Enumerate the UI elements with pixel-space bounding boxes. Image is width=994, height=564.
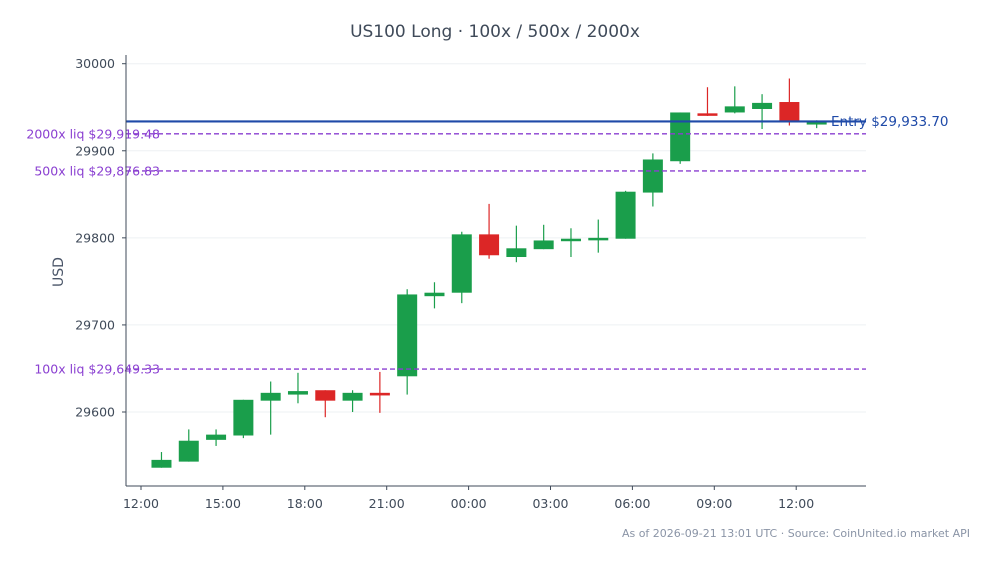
y-tick-label: 29600: [75, 404, 115, 419]
x-tick-label: 12:00: [123, 496, 159, 511]
x-tick-label: 00:00: [451, 496, 487, 511]
candle-body-up: [806, 122, 827, 125]
candle-body-up: [151, 459, 172, 468]
x-tick-label: 21:00: [369, 496, 405, 511]
chart-title: US100 Long · 100x / 500x / 2000x: [350, 22, 640, 42]
candle-body-up: [615, 191, 636, 239]
candle-body-down: [315, 390, 336, 401]
candle-body-up: [287, 391, 308, 395]
reference-lines: 2000x liq $29,919.48 500x liq $29,876.83 1…: [26, 114, 948, 377]
candles: [151, 78, 827, 468]
candle-body-up: [533, 240, 554, 250]
candle-body-up: [670, 112, 691, 162]
axes: 29600 29700 29800 29900 30000 12:00 15:00 18:00…: [75, 55, 866, 511]
candle-body-up: [642, 159, 663, 193]
x-tick-label: 03:00: [532, 496, 568, 511]
candle-body-down: [779, 102, 800, 122]
x-tick-label: 09:00: [696, 496, 732, 511]
candle-body-down: [697, 113, 718, 116]
candle-body-up: [178, 440, 199, 462]
x-tick-label: 12:00: [778, 496, 814, 511]
y-axis-label: USD: [51, 257, 67, 287]
y-tick-label: 29900: [75, 143, 115, 158]
candle-body-up: [342, 392, 363, 401]
candle-body-down: [479, 234, 500, 256]
x-tick-label: 06:00: [614, 496, 650, 511]
candle-body-up: [752, 102, 773, 109]
y-tick-label: 29800: [75, 230, 115, 245]
candle-body-up: [560, 238, 581, 242]
y-tick-label: 29700: [75, 317, 115, 332]
liquidation-label: 500x liq $29,876.83: [34, 163, 160, 178]
candle-body-up: [424, 292, 445, 297]
candle-body-up: [724, 106, 745, 113]
source-footer: As of 2026-09-21 13:01 UTC · Source: Coi…: [622, 527, 970, 540]
candle-body-up: [397, 294, 418, 377]
entry-label: Entry $29,933.70: [831, 114, 949, 130]
candle-body-up: [233, 399, 254, 436]
x-tick-label: 18:00: [287, 496, 323, 511]
liquidation-label: 2000x liq $29,919.48: [26, 126, 160, 141]
x-tick-label: 15:00: [205, 496, 241, 511]
candle-body-up: [206, 434, 227, 440]
candle-body-up: [451, 234, 472, 293]
candle-body-up: [260, 392, 281, 401]
candle-body-down: [369, 392, 390, 396]
y-tick-label: 30000: [75, 56, 115, 71]
liquidation-label: 100x liq $29,649.33: [34, 362, 160, 377]
candle-body-up: [588, 237, 609, 241]
candle-body-up: [506, 248, 527, 258]
